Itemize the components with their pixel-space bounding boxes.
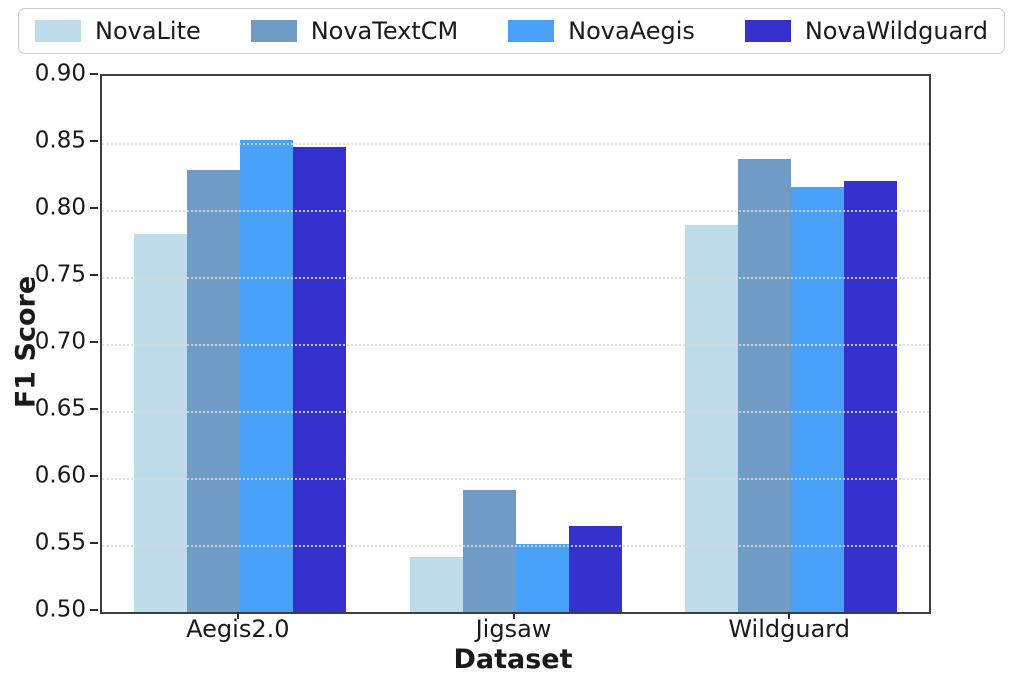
y-tick-label: 0.75 [34, 261, 86, 288]
y-tick-label: 0.55 [34, 529, 86, 556]
x-tick-mark [512, 612, 515, 619]
chart-legend: NovaLite NovaTextCM NovaAegis NovaWildguard [18, 8, 1005, 54]
y-tick-label: 0.85 [34, 127, 86, 154]
y-tick-label: 0.65 [34, 395, 86, 422]
y-tick-mark [90, 408, 98, 410]
bar-novalite-aegis2-0 [133, 234, 187, 612]
bar-novawildguard-aegis2-0 [292, 147, 346, 612]
y-tick-mark [90, 609, 98, 611]
gridline [102, 143, 929, 145]
legend-label: NovaLite [95, 17, 201, 45]
bar-novatextcm-jigsaw [462, 490, 516, 612]
legend-label: NovaAegis [568, 17, 695, 45]
y-tick-mark [90, 341, 98, 343]
legend-item-novaaegis: NovaAegis [508, 19, 695, 43]
bar-novawildguard-wildguard [844, 180, 898, 612]
bar-novaaegis-aegis2-0 [239, 140, 293, 612]
y-tick-label: 0.60 [34, 462, 86, 489]
y-tick-mark [90, 542, 98, 544]
legend-swatch-novawildguard-icon [744, 20, 791, 42]
legend-item-novalite: NovaLite [35, 19, 201, 43]
legend-item-novatextcm: NovaTextCM [250, 17, 459, 45]
x-tick-label-jigsaw: Jigsaw [475, 615, 552, 643]
bar-novawildguard-jigsaw [568, 526, 622, 612]
y-tick-label: 0.90 [34, 60, 86, 87]
y-tick-mark [90, 475, 98, 477]
bar-novatextcm-wildguard [738, 159, 792, 612]
y-tick-label: 0.80 [34, 194, 86, 221]
y-tick-mark [90, 73, 98, 75]
legend-swatch-novalite-icon [35, 20, 81, 42]
y-tick-mark [90, 274, 98, 276]
y-tick-label: 0.50 [34, 596, 86, 623]
x-tick-mark [236, 612, 239, 619]
x-tick-mark [788, 612, 791, 619]
bar-novalite-jigsaw [409, 557, 463, 612]
y-tick-mark [90, 207, 98, 209]
bar-novatextcm-aegis2-0 [186, 169, 240, 612]
x-axis-label: Dataset [453, 644, 573, 675]
legend-swatch-novatextcm-icon [250, 20, 297, 42]
legend-label: NovaTextCM [310, 17, 459, 45]
bar-novaaegis-wildguard [791, 187, 845, 612]
legend-label: NovaWildguard [804, 17, 988, 45]
bar-novalite-wildguard [685, 224, 739, 612]
legend-item-novawildguard: NovaWildguard [744, 17, 988, 45]
y-tick-label: 0.70 [34, 328, 86, 355]
legend-swatch-novaaegis-icon [508, 20, 555, 42]
bar-novaaegis-jigsaw [515, 543, 569, 612]
y-tick-mark [90, 140, 98, 142]
plot-area [100, 74, 931, 614]
y-axis-label: F1 Score [10, 275, 42, 409]
x-tick-label-wildguard: Wildguard [728, 615, 850, 643]
x-tick-label-aegis2-0: Aegis2.0 [186, 615, 290, 643]
